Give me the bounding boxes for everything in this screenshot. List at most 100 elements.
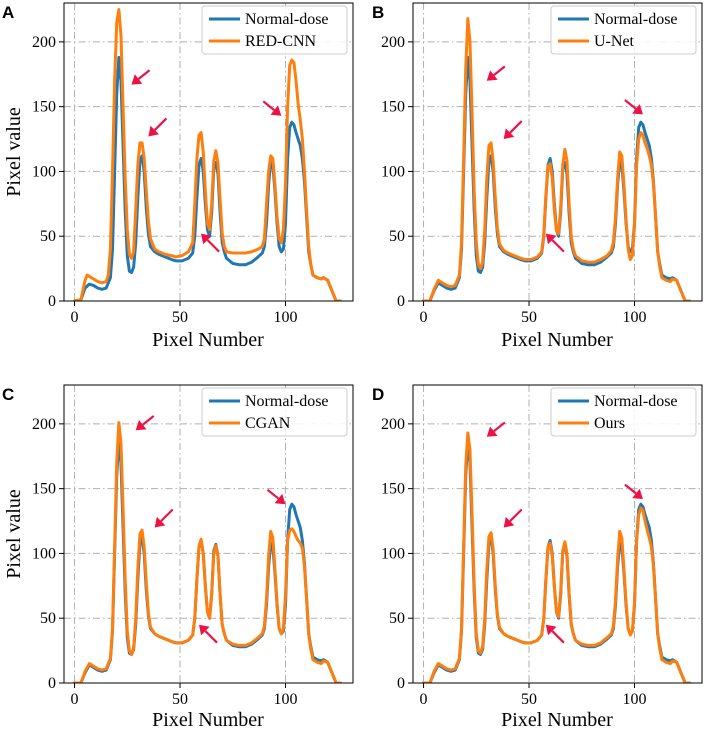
series-lines <box>422 431 691 683</box>
y-tick-label: 100 <box>381 545 405 562</box>
panel-d: D 0 50 100 0 50 100 150 200 Normal-dose Ours Pi… <box>372 384 703 731</box>
y-tick-label: 100 <box>381 163 405 180</box>
x-axis-title: Pixel Number <box>501 709 613 731</box>
y-tick-label: 200 <box>32 34 56 51</box>
annotation-arrow <box>262 100 282 116</box>
legend: Normal-dose RED-CNN <box>201 5 348 55</box>
arrow-shaft <box>509 508 523 522</box>
arrow-shaft <box>493 421 506 433</box>
series-line-method <box>73 421 342 683</box>
y-tick-label: 0 <box>48 675 56 692</box>
arrow-head <box>131 74 143 85</box>
ticks: 0 50 100 0 50 100 150 200 <box>32 34 297 326</box>
y-tick-label: 50 <box>40 228 56 245</box>
ticks: 0 50 100 0 50 100 150 200 <box>381 416 646 708</box>
y-tick-label: 0 <box>48 293 56 310</box>
arrow-shaft <box>262 100 275 111</box>
panel-letter: D <box>372 385 384 404</box>
x-tick-label: 100 <box>622 691 646 708</box>
annotation-arrow <box>135 415 155 431</box>
legend: Normal-dose Ours <box>550 387 697 437</box>
arrow-head <box>632 104 643 115</box>
arrow-shaft <box>493 65 506 76</box>
arrow-head <box>270 105 282 116</box>
arrow-shaft <box>624 99 637 110</box>
arrow-shaft <box>137 69 151 80</box>
y-tick-label: 0 <box>397 675 405 692</box>
y-tick-label: 150 <box>32 99 56 116</box>
y-tick-label: 50 <box>389 610 405 627</box>
y-tick-label: 200 <box>381 416 405 433</box>
y-tick-label: 100 <box>32 545 56 562</box>
arrow-shaft <box>551 239 565 253</box>
panel-b: B 0 50 100 0 50 100 150 200 Normal-dose U-Net P… <box>372 2 703 351</box>
plot-frame <box>63 384 354 684</box>
plot-frame <box>412 2 703 302</box>
arrows <box>486 421 643 644</box>
arrows <box>135 415 286 644</box>
x-tick-label: 0 <box>420 309 428 326</box>
annotation-arrow <box>148 117 168 137</box>
plot-frame <box>63 2 354 302</box>
series-line-method <box>73 7 342 301</box>
arrow-shaft <box>204 630 218 644</box>
annotation-arrow <box>266 488 286 505</box>
x-tick-label: 50 <box>521 309 537 326</box>
x-tick-label: 0 <box>71 309 79 326</box>
series-lines <box>73 7 342 301</box>
x-tick-label: 0 <box>420 691 428 708</box>
legend-label-method: RED-CNN <box>245 33 317 50</box>
legend-label-method: CGAN <box>245 415 291 432</box>
y-axis-title: Pixel value <box>3 107 25 197</box>
annotation-arrow <box>624 483 643 499</box>
arrow-shaft <box>153 117 168 131</box>
panel-letter: B <box>372 3 384 22</box>
x-tick-label: 100 <box>622 309 646 326</box>
arrow-head <box>503 516 515 528</box>
arrow-head <box>135 420 147 431</box>
arrow-shaft <box>142 415 155 426</box>
series-line-method <box>422 17 691 301</box>
arrow-head <box>154 516 166 528</box>
legend-label-normal: Normal-dose <box>245 11 329 28</box>
legend-label-method: Ours <box>594 415 625 432</box>
legend: Normal-dose U-Net <box>550 5 697 55</box>
arrow-shaft <box>266 488 280 500</box>
legend: Normal-dose CGAN <box>201 387 348 437</box>
annotation-arrow <box>624 99 643 115</box>
annotation-arrow <box>503 120 523 139</box>
y-tick-label: 50 <box>389 228 405 245</box>
arrow-head <box>486 426 498 437</box>
x-tick-label: 100 <box>273 309 297 326</box>
arrow-shaft <box>206 239 220 253</box>
x-tick-label: 50 <box>521 691 537 708</box>
panel-a: A 0 50 100 0 50 100 150 200 Normal-dose RED-CNN… <box>2 2 354 351</box>
arrows <box>486 65 643 253</box>
legend-label-normal: Normal-dose <box>245 393 329 410</box>
y-tick-label: 150 <box>381 99 405 116</box>
plot-frame <box>412 384 703 684</box>
arrow-head <box>201 233 212 245</box>
arrow-head <box>632 488 643 499</box>
panel-letter: C <box>2 385 14 404</box>
panel-letter: A <box>2 3 14 22</box>
arrow-head <box>545 624 557 636</box>
x-tick-label: 50 <box>172 309 188 326</box>
arrow-head <box>545 233 557 245</box>
legend-label-normal: Normal-dose <box>594 393 678 410</box>
annotation-arrow <box>201 233 220 253</box>
annotation-arrow <box>486 421 506 437</box>
x-tick-label: 100 <box>273 691 297 708</box>
y-tick-label: 200 <box>381 34 405 51</box>
x-tick-label: 0 <box>71 691 79 708</box>
ticks: 0 50 100 0 50 100 150 200 <box>381 34 646 326</box>
arrow-head <box>148 125 159 137</box>
arrow-head <box>486 70 498 81</box>
panel-c: C 0 50 100 0 50 100 150 200 Normal-dose CGAN Pi… <box>2 384 354 731</box>
y-tick-label: 50 <box>40 610 56 627</box>
y-tick-label: 150 <box>32 481 56 498</box>
y-axis-title: Pixel value <box>3 489 25 579</box>
arrow-head <box>503 128 515 139</box>
x-axis-title: Pixel Number <box>501 329 613 351</box>
series-line-method <box>422 431 691 683</box>
